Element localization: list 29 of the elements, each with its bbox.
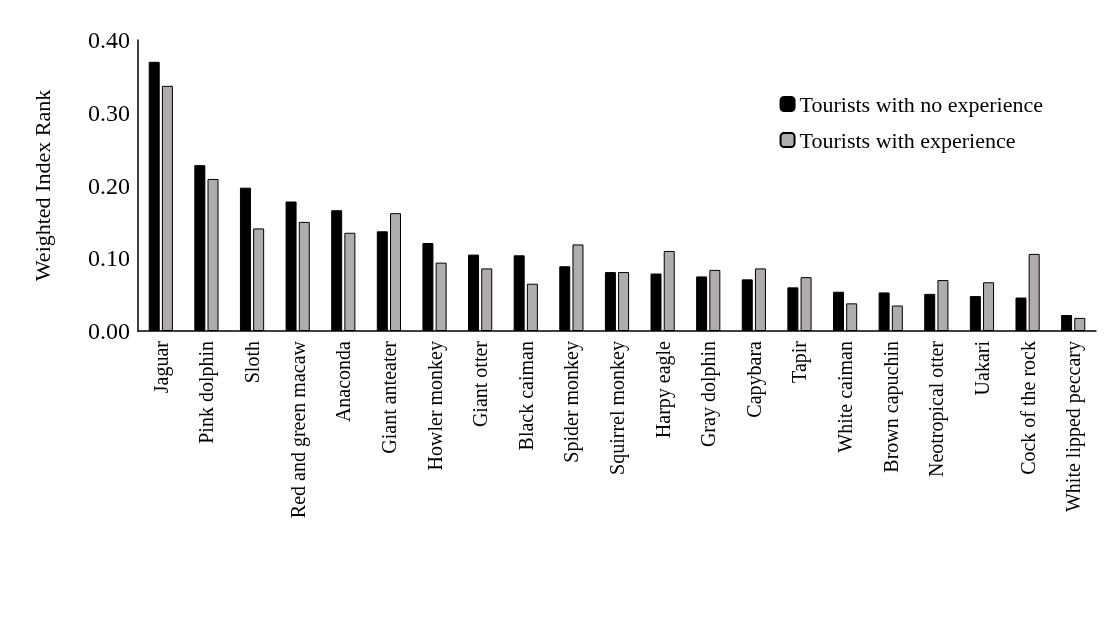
x-tick-label: Cock of the rock [1016, 341, 1039, 475]
x-tick-label: Jaguar [149, 340, 173, 394]
y-axis-title: Weighted Index Rank [29, 89, 55, 282]
x-tick-label: Howler monkey [423, 341, 447, 471]
x-tick-label: Uakari [970, 340, 993, 396]
x-tick-label: Squirrel monkey [606, 341, 629, 475]
x-tick-label: Gray dolphin [697, 341, 721, 448]
y-tick-label: 0.20 [88, 172, 130, 199]
y-tick-label: 0.10 [88, 245, 130, 272]
x-tick-label: White lipped peccary [1062, 341, 1086, 513]
y-tick-label: 0.30 [88, 99, 130, 126]
x-tick-label: Brown capuchin [879, 341, 903, 473]
x-tick-label: Anaconda [332, 340, 355, 423]
y-tick-label: 0.40 [88, 27, 130, 53]
x-tick-label: Harpy eagle [651, 340, 675, 439]
x-tick-label: Sloth [241, 341, 264, 384]
x-tick-label: Tapir [788, 340, 812, 383]
x-tick-label: Giant anteater [377, 340, 400, 454]
x-tick-label: Giant otter [469, 340, 492, 428]
x-tick-label: Black caiman [514, 341, 537, 451]
x-tick-label: Neotropical otter [925, 340, 949, 478]
x-tick-label: Capybara [742, 340, 766, 418]
y-tick-label: 0.00 [88, 318, 130, 344]
x-tick-label: Pink dolphin [195, 341, 219, 444]
legend-label: Tourists with no experience [799, 91, 1043, 117]
x-tick-label: Spider monkey [560, 341, 584, 463]
x-tick-label: White caiman [834, 341, 857, 453]
legend-label: Tourists with experience [799, 127, 1016, 153]
x-tick-label: Red and green macaw [286, 340, 310, 519]
